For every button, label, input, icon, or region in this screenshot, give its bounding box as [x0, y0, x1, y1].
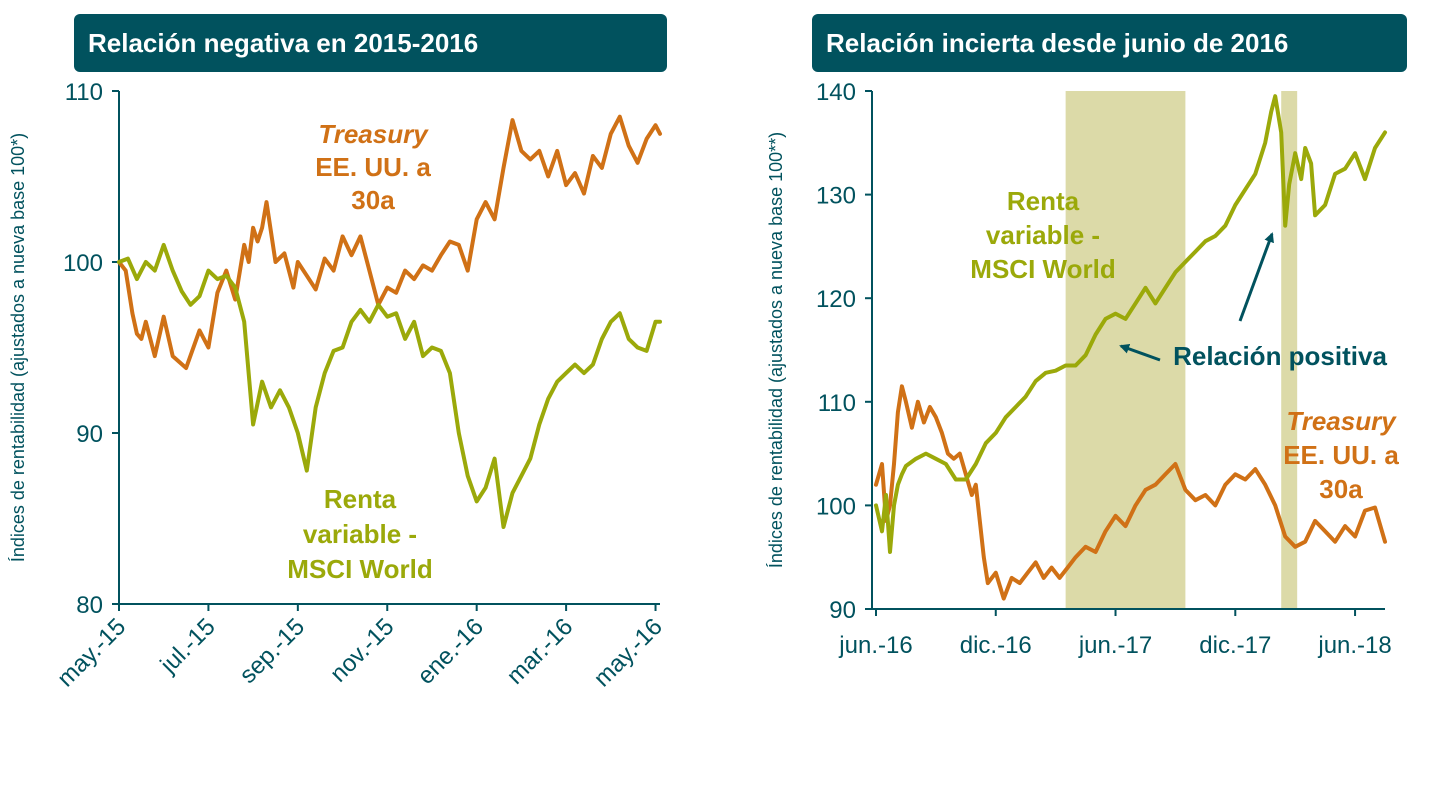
annotation-text: 30a	[351, 185, 395, 215]
x-tick-label: nov.-15	[325, 613, 399, 687]
y-tick-label: 100	[816, 493, 856, 520]
y-tick-label: 130	[816, 183, 856, 210]
annotation-text: variable -	[986, 220, 1100, 250]
annotation-text: EE. UU. a	[315, 152, 431, 182]
x-tick-label: dic.-17	[1199, 632, 1271, 659]
x-tick-label: dic.-16	[960, 632, 1032, 659]
y-axis-label: Índices de rentabilidad (ajustados a nue…	[8, 133, 28, 562]
y-tick-label: 90	[829, 597, 856, 624]
y-tick-label: 90	[76, 421, 103, 448]
right-chart-title: Relación incierta desde junio de 2016	[812, 14, 1407, 72]
x-tick-label: sep.-15	[234, 613, 310, 689]
series-line-1	[874, 94, 1387, 554]
arrow-positive-2	[1238, 232, 1274, 322]
x-tick-label: jun.-17	[1078, 632, 1152, 659]
arrow-positive-1	[1119, 343, 1161, 362]
annotation-text: Treasury	[1286, 406, 1397, 436]
left-chart: 80 90 100 110 may.-15 jul.-15 sep.-15 nov.-15 en…	[8, 79, 668, 692]
y-axis-label: Índices de rentabilidad (ajustados a nue…	[766, 132, 786, 568]
x-tick-label: may.-16	[589, 613, 668, 692]
annotation-text: MSCI World	[970, 254, 1115, 284]
x-tick-label: jun.-18	[1317, 632, 1391, 659]
x-tick-label: jun.-16	[838, 632, 912, 659]
series-line-1	[117, 242, 662, 529]
y-tick-label: 140	[816, 79, 856, 106]
x-tick-label: may.-15	[52, 613, 131, 692]
annotation-text: variable -	[303, 519, 417, 549]
annotation-text: Renta	[1007, 186, 1080, 216]
annotation-text: 30a	[1319, 474, 1363, 504]
x-tick-label: jul.-15	[155, 613, 221, 679]
annotation-text: Relación positiva	[1173, 341, 1387, 371]
series-line-0	[117, 114, 662, 370]
y-tick-label: 80	[76, 592, 103, 619]
y-tick-label: 110	[65, 79, 103, 106]
right-chart: 90 100 110 120 130 140 jun.-16 dic.-16 jun.-17 di…	[766, 79, 1399, 659]
annotation-text: Treasury	[318, 119, 429, 149]
annotation-text: EE. UU. a	[1283, 440, 1399, 470]
annotation-text: MSCI World	[287, 554, 432, 584]
y-tick-label: 120	[816, 286, 856, 313]
y-tick-label: 100	[63, 250, 103, 277]
shaded-range-0	[1065, 91, 1186, 609]
x-tick-label: ene.-16	[412, 613, 489, 690]
annotation-text: Renta	[324, 484, 397, 514]
left-chart-title: Relación negativa en 2015-2016	[74, 14, 667, 72]
x-tick-label: mar.-16	[502, 613, 579, 690]
series-line-0	[874, 384, 1387, 601]
y-tick-label: 110	[818, 390, 856, 417]
